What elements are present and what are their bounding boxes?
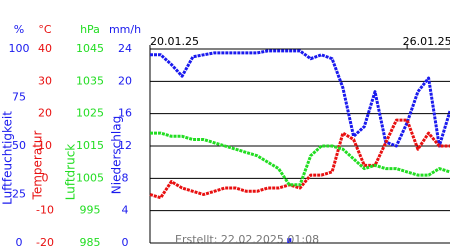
y-tick-label: 4: [122, 204, 129, 217]
y-tick-label: 40: [38, 42, 52, 55]
line-series: [150, 49, 450, 148]
bar: [287, 238, 292, 243]
x-tick-label: 26.01.25: [403, 35, 450, 48]
y-tick-label: 0: [122, 236, 129, 249]
y-tick-label: 25: [12, 188, 26, 201]
y-tick-label: 24: [118, 42, 132, 55]
footer: Erstellt: 22.02.2025 01:08: [175, 233, 319, 246]
y-tick-label: 12: [118, 139, 132, 152]
y-tick-label: 1035: [76, 74, 104, 87]
axis-title: Temperatur: [31, 130, 45, 200]
y-tick-label: 20: [38, 107, 52, 120]
y-tick-label: 20: [118, 74, 132, 87]
axis-unit: hPa: [80, 23, 100, 36]
y-tick-label: 8: [122, 171, 129, 184]
y-tick-label: 1045: [76, 42, 104, 55]
y-tick-label: 50: [12, 139, 26, 152]
line-series: [150, 131, 450, 187]
line-series: [149, 118, 450, 200]
y-tick-label: 75: [12, 91, 26, 104]
y-tick-label: 100: [9, 42, 30, 55]
axis-title: Niederschlag: [110, 116, 124, 194]
x-tick-label: 20.01.25: [150, 35, 199, 48]
y-tick-label: 1025: [76, 107, 104, 120]
y-tick-label: -10: [36, 204, 54, 217]
y-tick-label: 1015: [76, 139, 104, 152]
axis-unit: %: [14, 23, 24, 36]
y-tick-label: 995: [80, 204, 101, 217]
axis-unit: °C: [38, 23, 52, 36]
y-tick-label: 985: [80, 236, 101, 249]
axis-unit: mm/h: [109, 23, 141, 36]
y-tick-label: 30: [38, 74, 52, 87]
y-tick-label: 16: [118, 107, 132, 120]
y-tick-label: 0: [16, 236, 23, 249]
y-tick-label: 10: [38, 139, 52, 152]
y-tick-label: 1005: [76, 171, 104, 184]
axis-title: Luftfeuchtigkeit: [1, 111, 15, 205]
axis-title: Luftdruck: [64, 144, 78, 201]
y-tick-label: -20: [36, 236, 54, 249]
y-tick-label: 0: [42, 171, 49, 184]
